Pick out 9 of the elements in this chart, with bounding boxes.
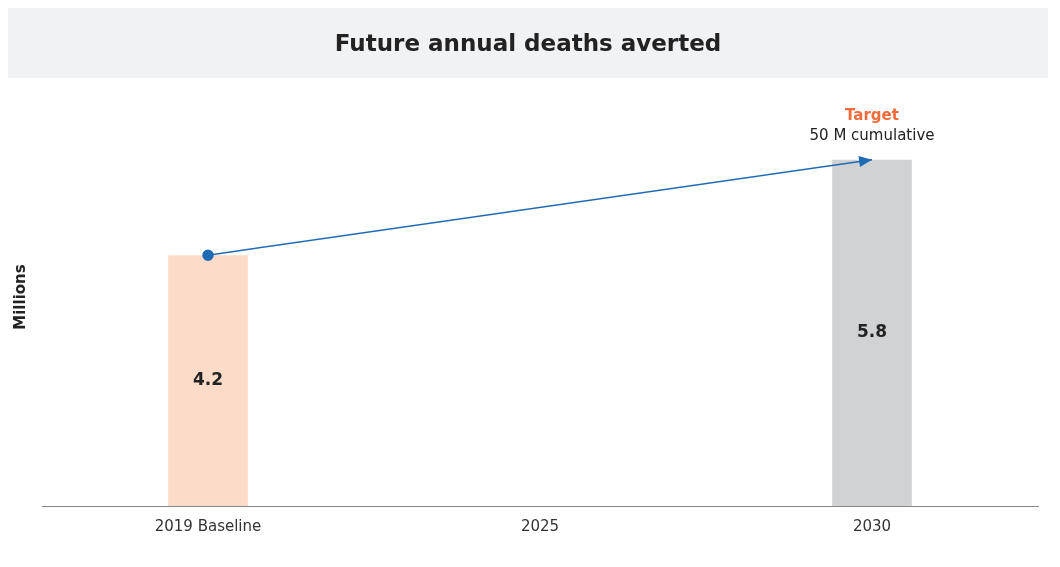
- annotation: 50 M cumulative: [809, 126, 935, 145]
- x-tick-label: 2025: [520, 516, 560, 535]
- x-tick-label: 2019 Baseline: [154, 516, 262, 535]
- annotation: Target: [845, 106, 899, 125]
- data-label: 4.2: [192, 369, 224, 390]
- y-axis-title: Millions: [10, 264, 29, 330]
- data-label: 5.8: [856, 321, 888, 342]
- chart-title: Future annual deaths averted: [8, 8, 1048, 78]
- x-tick-label: 2030: [852, 516, 892, 535]
